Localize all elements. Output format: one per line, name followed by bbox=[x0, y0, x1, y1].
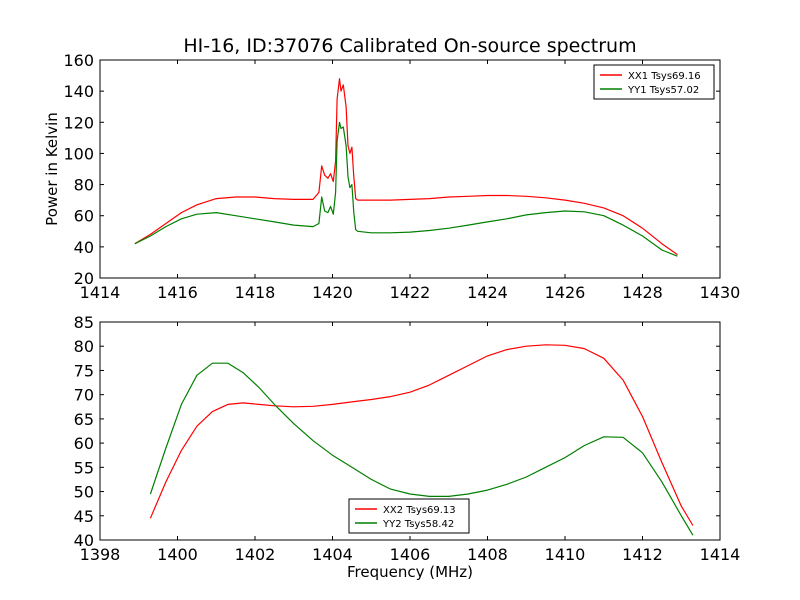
x-tick-label: 1416 bbox=[157, 283, 198, 302]
bottom-spectrum-plot: 1398 1400 1402 1404 1406 1408 1410 1412 1414 40 45… bbox=[74, 313, 741, 581]
y-tick-label: 140 bbox=[63, 82, 94, 101]
y-tick-label: 50 bbox=[74, 483, 94, 502]
y-tick-label: 20 bbox=[74, 269, 94, 288]
x-tick-label: 1426 bbox=[545, 283, 586, 302]
x-tick-label: 1404 bbox=[312, 545, 353, 564]
y-tick-label: 75 bbox=[74, 361, 94, 380]
legend-entry: XX2 Tsys69.13 bbox=[383, 505, 456, 516]
y-tick-label: 55 bbox=[74, 458, 94, 477]
top-spectrum-plot: 1414 1416 1418 1420 1422 1424 1426 1428 1430 20 40… bbox=[43, 35, 740, 302]
x-tick-label: 1422 bbox=[390, 283, 431, 302]
x-tick-label: 1418 bbox=[235, 283, 276, 302]
y-tick-label: 160 bbox=[63, 51, 94, 70]
y-tick-label: 120 bbox=[63, 113, 94, 132]
y-tick-label: 100 bbox=[63, 144, 94, 163]
legend-entry: XX1 Tsys69.16 bbox=[628, 71, 701, 82]
x-tick-label: 1402 bbox=[235, 545, 276, 564]
y-axis-label: Power in Kelvin bbox=[43, 112, 61, 226]
x-tick-label: 1408 bbox=[467, 545, 508, 564]
y-tick-label: 65 bbox=[74, 410, 94, 429]
x-tick-label: 1412 bbox=[622, 545, 663, 564]
y-tick-label: 40 bbox=[74, 531, 94, 550]
x-tick-label: 1414 bbox=[700, 545, 741, 564]
y-tick-label: 80 bbox=[74, 176, 94, 195]
x-tick-label: 1414 bbox=[80, 283, 121, 302]
y-tick-label: 40 bbox=[74, 238, 94, 257]
y-tick-label: 85 bbox=[74, 313, 94, 332]
series-line-1 bbox=[149, 344, 694, 526]
legend: XX2 Tsys69.13 YY2 Tsys58.42 bbox=[348, 498, 470, 534]
y-tick-label: 70 bbox=[74, 386, 94, 405]
chart-title: HI-16, ID:37076 Calibrated On-source spe… bbox=[183, 35, 636, 57]
x-tick-label: 1398 bbox=[80, 545, 121, 564]
x-tick-label: 1400 bbox=[157, 545, 198, 564]
series-line-2 bbox=[134, 121, 678, 257]
x-tick-label: 1428 bbox=[622, 283, 663, 302]
x-tick-label: 1430 bbox=[700, 283, 741, 302]
series-line-2 bbox=[149, 362, 694, 536]
series-line-1 bbox=[134, 78, 678, 256]
legend-entry: YY1 Tsys57.02 bbox=[627, 85, 699, 96]
x-axis-label: Frequency (MHz) bbox=[347, 563, 473, 581]
legend-entry: YY2 Tsys58.42 bbox=[382, 519, 454, 530]
y-tick-label: 45 bbox=[74, 507, 94, 526]
legend: XX1 Tsys69.16 YY1 Tsys57.02 bbox=[593, 64, 715, 100]
x-tick-label: 1406 bbox=[390, 545, 431, 564]
y-tick-label: 60 bbox=[74, 207, 94, 226]
y-tick-label: 60 bbox=[74, 434, 94, 453]
x-tick-label: 1410 bbox=[545, 545, 586, 564]
x-tick-label: 1424 bbox=[467, 283, 508, 302]
x-tick-label: 1420 bbox=[312, 283, 353, 302]
legend-box bbox=[348, 498, 470, 534]
y-tick-label: 80 bbox=[74, 337, 94, 356]
legend-box bbox=[593, 64, 715, 100]
